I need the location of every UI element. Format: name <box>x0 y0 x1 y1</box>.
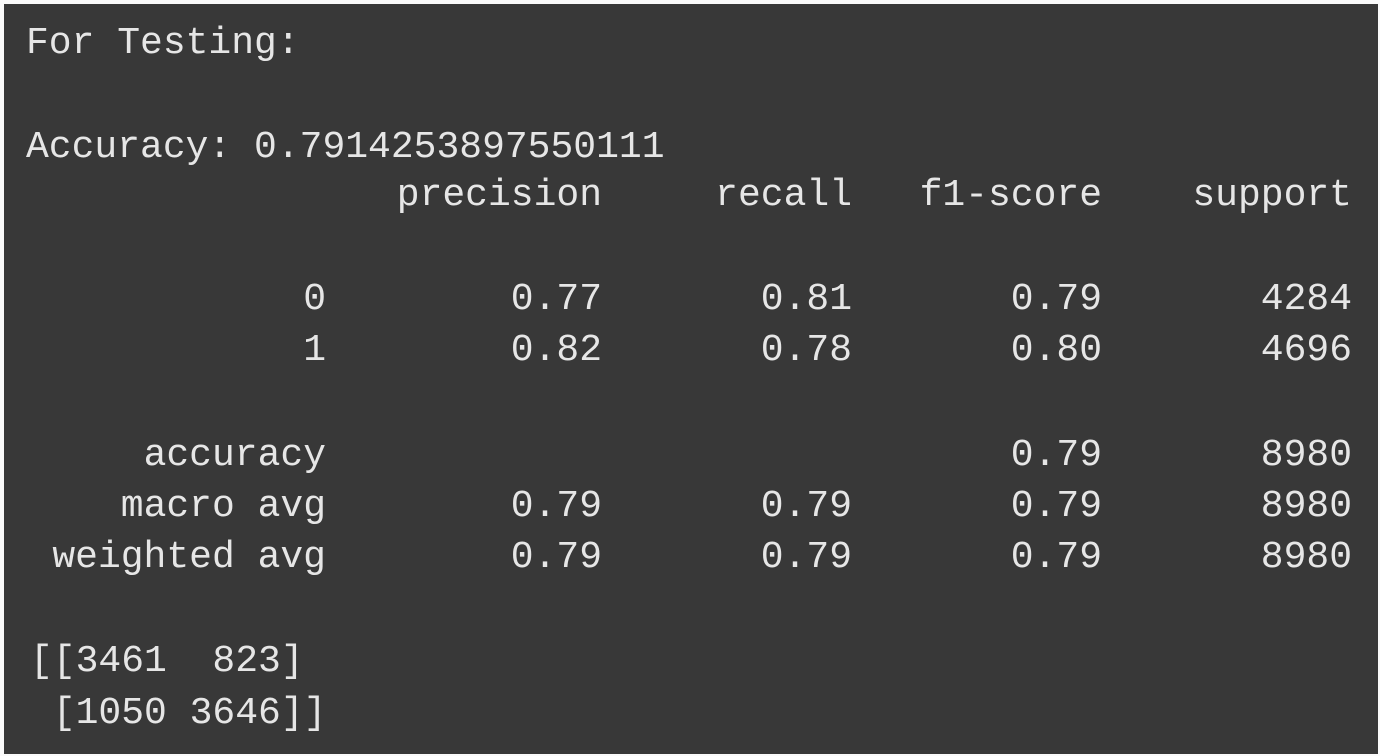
accuracy-line: Accuracy: 0.7914253897550111 <box>26 126 665 169</box>
precision-value: 0.82 <box>510 329 602 372</box>
row-label: accuracy <box>143 434 326 477</box>
row-label: weighted avg <box>52 536 326 579</box>
confusion-matrix-row-2: [1050 3646]] <box>30 692 327 735</box>
precision-value: 0.77 <box>510 278 602 321</box>
recall-value: 0.79 <box>760 485 852 528</box>
confusion-matrix-row-1: [[3461 823] <box>30 640 304 683</box>
f1-value: 0.79 <box>1010 434 1102 477</box>
row-label: macro avg <box>120 485 326 528</box>
header-f1-score: f1-score <box>919 174 1102 217</box>
recall-value: 0.79 <box>760 536 852 579</box>
f1-value: 0.79 <box>1010 485 1102 528</box>
header-support: support <box>1192 174 1352 217</box>
output-heading: For Testing: <box>26 22 300 65</box>
header-recall: recall <box>715 174 852 217</box>
recall-value: 0.81 <box>760 278 852 321</box>
row-label: 1 <box>303 329 326 372</box>
f1-value: 0.79 <box>1010 278 1102 321</box>
precision-value: 0.79 <box>510 485 602 528</box>
support-value: 8980 <box>1260 485 1352 528</box>
f1-value: 0.79 <box>1010 536 1102 579</box>
support-value: 4696 <box>1260 329 1352 372</box>
row-label: 0 <box>303 278 326 321</box>
f1-value: 0.80 <box>1010 329 1102 372</box>
header-precision: precision <box>396 174 602 217</box>
support-value: 4284 <box>1260 278 1352 321</box>
support-value: 8980 <box>1260 536 1352 579</box>
precision-value: 0.79 <box>510 536 602 579</box>
console-output: For Testing: Accuracy: 0.791425389755011… <box>4 4 1378 754</box>
support-value: 8980 <box>1260 434 1352 477</box>
recall-value: 0.78 <box>760 329 852 372</box>
